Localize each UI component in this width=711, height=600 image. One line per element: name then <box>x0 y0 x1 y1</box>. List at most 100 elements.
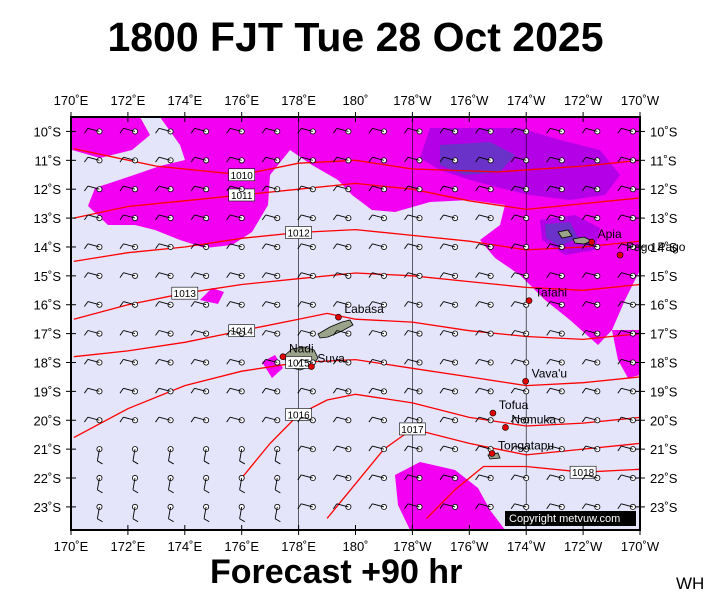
wind-barb <box>155 127 174 135</box>
wind-barb <box>368 330 387 337</box>
vanua-levu-island <box>317 319 354 339</box>
wind-barb <box>297 127 316 135</box>
wind-barb <box>297 503 316 510</box>
wind-barb <box>368 127 387 135</box>
lon-label-top: 174˚E <box>167 93 202 108</box>
wind-barb <box>226 243 245 250</box>
wind-barb <box>368 445 387 453</box>
wind-barb <box>332 358 352 366</box>
lat-label-left: 17˚S <box>34 327 62 342</box>
wind-barb <box>581 214 601 222</box>
wind-barb <box>84 214 103 222</box>
rain-area <box>395 462 505 530</box>
wind-barb <box>510 127 530 135</box>
wind-barb <box>119 330 139 337</box>
wind-barb <box>617 127 636 135</box>
wind-barb <box>190 272 210 279</box>
wind-barb <box>404 214 423 222</box>
wind-barb <box>546 127 565 135</box>
wind-barb <box>581 416 601 424</box>
wind-barb <box>119 416 139 424</box>
svg-text:1013: 1013 <box>174 289 197 300</box>
lon-label-top: 172˚W <box>564 93 603 108</box>
wind-barb <box>297 416 316 424</box>
isobar-label: 1016 <box>285 408 312 421</box>
isobar-label: 1012 <box>285 226 312 240</box>
wind-barb <box>226 156 245 164</box>
wind-barb <box>226 301 245 308</box>
wind-barb <box>238 446 246 465</box>
rain-area <box>440 142 515 175</box>
wind-barb <box>368 416 387 424</box>
wind-barb <box>404 243 423 250</box>
wind-barb <box>155 358 174 366</box>
wind-barb <box>368 156 387 164</box>
forecast-label: Forecast +90 hr <box>210 553 463 591</box>
lon-label-bottom: 178˚E <box>281 539 316 554</box>
wind-barb <box>155 301 174 308</box>
wind-barb <box>226 214 245 222</box>
wind-barb <box>297 185 316 193</box>
wind-barb <box>261 127 281 135</box>
wind-barb <box>119 272 139 279</box>
svg-text:1011: 1011 <box>231 191 253 202</box>
wind-barb <box>226 416 245 424</box>
wind-barb <box>546 330 565 337</box>
wind-barb <box>404 330 423 337</box>
lat-label-left: 11˚S <box>35 153 62 168</box>
wind-barb <box>190 214 210 222</box>
svg-text:1015: 1015 <box>287 358 310 369</box>
copyright-text: Copyright metvuw.com <box>509 513 620 525</box>
isobar-line <box>73 182 640 219</box>
lon-label-bottom: 180˚ <box>342 539 368 554</box>
wind-barb <box>84 358 103 366</box>
wind-barb <box>581 127 601 135</box>
lon-label-bottom: 174˚W <box>507 539 546 554</box>
wind-barb <box>96 475 103 494</box>
wind-barb <box>332 387 352 395</box>
wind-barb <box>475 387 494 395</box>
wind-barb <box>581 474 601 482</box>
svg-text:Labasa: Labasa <box>344 302 384 316</box>
wind-barb <box>167 446 174 465</box>
wind-barb <box>238 503 246 523</box>
svg-text:Tofua: Tofua <box>499 398 529 412</box>
wind-barb <box>297 445 316 453</box>
lon-label-top: 170˚W <box>621 93 660 108</box>
wind-barb <box>226 127 245 135</box>
lat-label-left: 13˚S <box>34 211 62 226</box>
wind-barb <box>297 272 316 279</box>
wind-barb <box>226 358 245 366</box>
wind-barb <box>404 156 423 164</box>
wind-barb <box>332 243 352 250</box>
wind-barb <box>510 330 530 337</box>
wind-barb <box>404 301 423 308</box>
wind-barb <box>546 272 565 279</box>
wind-barb <box>190 301 210 308</box>
wind-barb <box>274 475 281 494</box>
savaii-island <box>557 229 573 239</box>
wind-barb <box>510 243 530 250</box>
wind-barb <box>510 416 530 424</box>
wind-barb <box>368 387 387 395</box>
lon-label-top: 174˚W <box>507 93 546 108</box>
wind-barb <box>190 416 210 424</box>
lat-label-left: 15˚S <box>34 269 62 284</box>
lon-label-top: 178˚W <box>393 93 432 108</box>
grid-lines <box>298 117 527 530</box>
wind-barb <box>297 243 316 250</box>
wind-barb <box>439 185 459 193</box>
wind-barb <box>581 185 601 193</box>
lat-label-right: 22˚S <box>650 471 678 486</box>
wind-barb <box>475 474 494 482</box>
isobar-line <box>73 272 640 320</box>
wind-barb <box>510 185 530 193</box>
place-nadi: Nadi <box>279 342 314 361</box>
wind-barb <box>475 156 494 164</box>
wind-barb <box>226 185 245 193</box>
wind-barb <box>297 156 316 164</box>
wind-barb <box>546 416 565 424</box>
lat-label-right: 12˚S <box>650 182 678 197</box>
wind-barb <box>439 214 459 222</box>
lon-label-top: 170˚E <box>54 93 89 108</box>
